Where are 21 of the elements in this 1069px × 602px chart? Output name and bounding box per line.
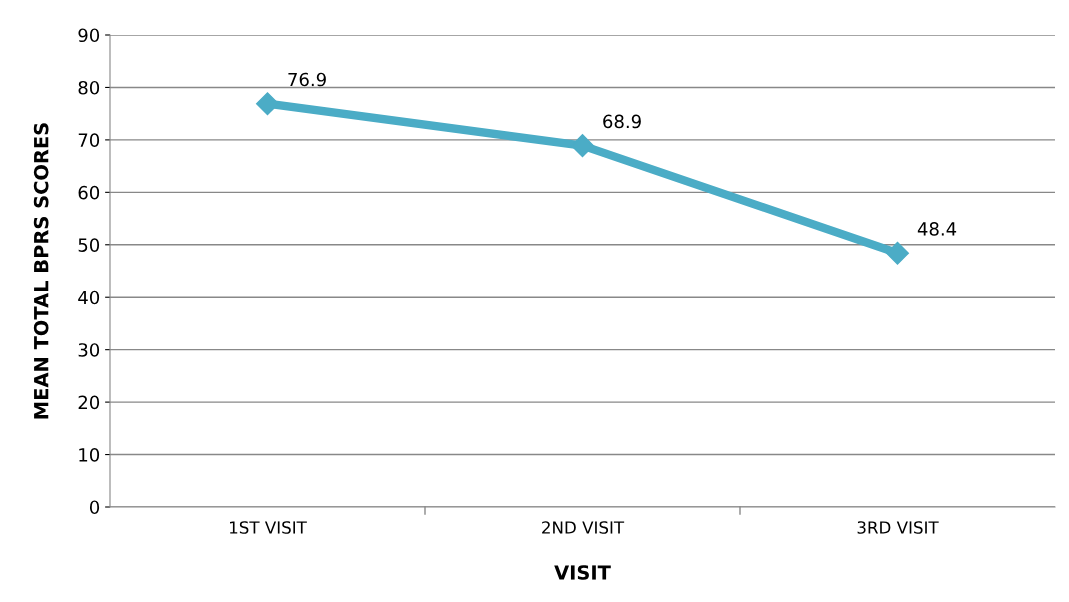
- y-tick-label: 80: [78, 80, 100, 95]
- y-tick-label: 70: [78, 133, 100, 148]
- y-tick-label: 40: [78, 290, 100, 305]
- y-tick-label: 0: [89, 500, 100, 515]
- x-tick-label: 2ND VISIT: [542, 521, 625, 534]
- data-label: 48.4: [917, 222, 957, 236]
- point: [886, 241, 909, 265]
- y-tick-label: 90: [78, 28, 100, 43]
- y-axis-title: MEAN TOTAL BPRS SCORES: [33, 123, 49, 419]
- point: [256, 92, 279, 116]
- data-label: 76.9: [288, 72, 326, 87]
- y-tick-label: 10: [79, 448, 100, 462]
- y-tick-label: 60: [78, 185, 100, 200]
- point: [571, 134, 594, 158]
- y-tick-label: 50: [78, 238, 100, 252]
- x-tick-label: 3RD VISIT: [857, 521, 939, 534]
- y-tick-label: 20: [78, 395, 100, 410]
- y-tick-label: 30: [78, 343, 100, 357]
- x-tick-label: 1ST VISIT: [230, 521, 307, 534]
- x-axis-title: VISIT: [554, 565, 611, 580]
- data-label: 68.9: [603, 114, 641, 129]
